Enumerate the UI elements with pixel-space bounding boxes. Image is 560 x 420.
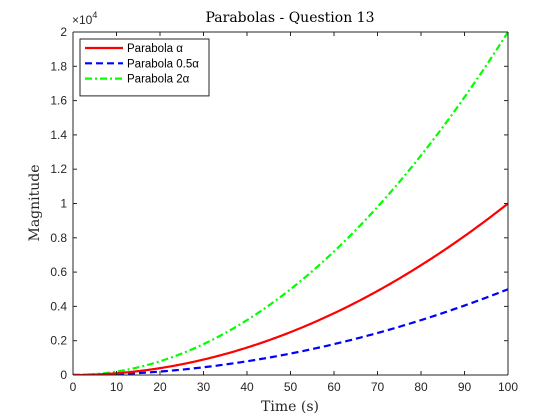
y-tick-label: 1.2 xyxy=(50,162,67,176)
x-tick-label: 0 xyxy=(70,380,77,394)
chart-title: Parabolas - Question 13 xyxy=(206,10,375,26)
x-tick-label: 70 xyxy=(371,380,385,394)
x-ticks: 0 10 20 30 40 50 60 70 80 90 100 xyxy=(70,32,518,394)
x-axis-label: Time (s) xyxy=(261,399,319,415)
y-tick-label: 1.8 xyxy=(50,59,67,73)
y-tick-label: 1.6 xyxy=(50,94,67,108)
y-tick-label: 2 xyxy=(60,25,67,39)
legend-label-2: Parabola 0.5α xyxy=(127,58,199,70)
y-tick-label: 1 xyxy=(60,197,67,211)
x-tick-label: 40 xyxy=(240,380,254,394)
y-tick-label: 0.2 xyxy=(50,334,67,348)
series-line-2 xyxy=(73,288,509,375)
y-axis-exponent-base: ×10 xyxy=(72,13,93,27)
y-tick-label: 0 xyxy=(60,368,67,382)
y-tick-label: 0.6 xyxy=(50,265,67,279)
y-axis-exponent-power: 4 xyxy=(92,10,97,20)
x-tick-label: 50 xyxy=(284,380,298,394)
y-axis-exponent: ×104 xyxy=(72,10,97,27)
y-axis-label: Magnitude xyxy=(27,164,43,241)
series-line-1 xyxy=(73,202,509,375)
x-tick-label: 20 xyxy=(153,380,167,394)
y-tick-label: 0.4 xyxy=(50,299,67,313)
legend: Parabola α Parabola 0.5α Parabola 2α xyxy=(79,38,210,97)
x-tick-label: 80 xyxy=(414,380,428,394)
y-ticks: 0 0.2 0.4 0.6 0.8 1 1.2 1.4 1.6 1.8 2 xyxy=(50,25,508,382)
x-tick-label: 90 xyxy=(458,380,472,394)
x-tick-label: 10 xyxy=(110,380,124,394)
legend-label-1: Parabola α xyxy=(127,43,183,55)
x-tick-label: 100 xyxy=(498,380,518,394)
x-tick-label: 60 xyxy=(327,380,341,394)
y-tick-label: 0.8 xyxy=(50,231,67,245)
series-group xyxy=(73,31,509,375)
x-tick-label: 30 xyxy=(197,380,211,394)
legend-label-3: Parabola 2α xyxy=(127,74,190,86)
y-tick-label: 1.4 xyxy=(50,128,67,142)
